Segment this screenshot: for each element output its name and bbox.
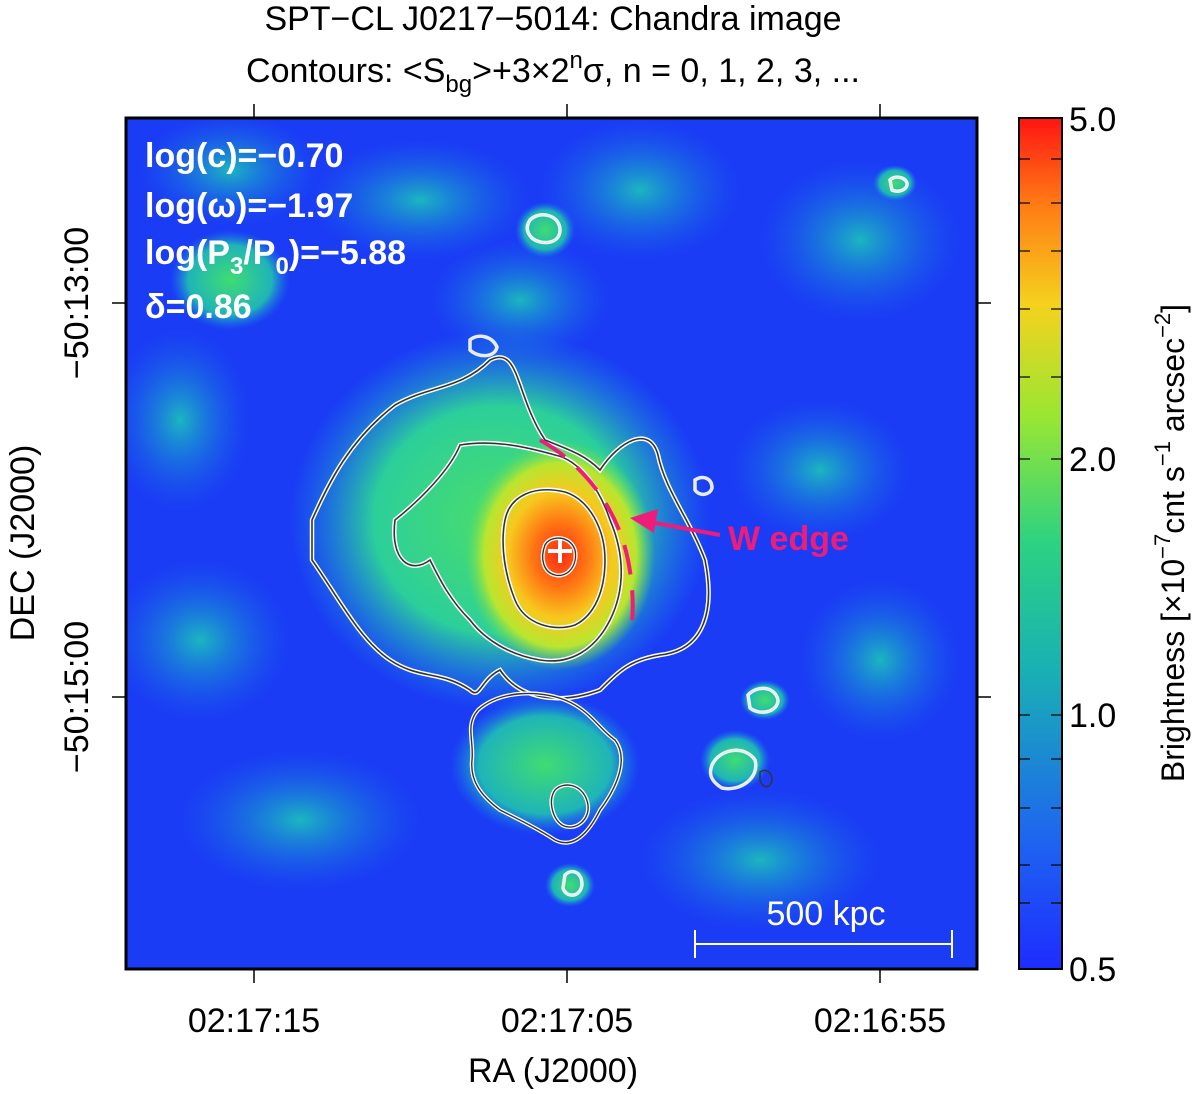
colorbar-tick-label: 1.0 bbox=[1069, 697, 1116, 735]
xray-image: W edge 500 kpc log(c)=−0.70 log(ω)=−1.97… bbox=[126, 118, 977, 969]
stat-log-omega: log(ω)=−1.97 bbox=[145, 187, 353, 225]
title-line-1: SPT−CL J0217−5014: Chandra image bbox=[264, 0, 841, 38]
y-tick-label: −50:15:00 bbox=[58, 621, 96, 773]
stat-power-ratio: log(P3/P0)=−5.88 bbox=[145, 234, 406, 280]
x-tick-label: 02:16:55 bbox=[814, 1002, 946, 1040]
colorbar-tick-label: 2.0 bbox=[1069, 441, 1116, 479]
centroid-cross bbox=[548, 539, 572, 563]
southern-clump bbox=[450, 695, 640, 835]
contours bbox=[309, 175, 909, 897]
title-line-2: Contours: <Sbg>+3×2nσ, n = 0, 1, 2, 3, .… bbox=[246, 47, 860, 98]
colorbar-tick-label: 5.0 bbox=[1069, 101, 1116, 139]
y-axis-label: DEC (J2000) bbox=[4, 445, 42, 642]
w-edge-arc bbox=[539, 438, 635, 626]
plot-frame bbox=[124, 116, 979, 971]
tick-marks bbox=[112, 104, 991, 983]
scalebar-label: 500 kpc bbox=[766, 895, 885, 933]
w-edge-label: W edge bbox=[728, 520, 849, 558]
x-axis-label: RA (J2000) bbox=[468, 1052, 638, 1090]
x-tick-label: 02:17:15 bbox=[188, 1002, 320, 1040]
colorbar: 5.0 2.0 1.0 0.5 Brightness [×10−7cnt s−1… bbox=[1018, 101, 1191, 989]
colorbar-label: Brightness [×10−7cnt s−1 arcsec−2] bbox=[1150, 304, 1191, 782]
stat-log-c: log(c)=−0.70 bbox=[145, 137, 343, 175]
y-tick-label: −50:13:00 bbox=[58, 227, 96, 379]
colorbar-tick-label: 0.5 bbox=[1069, 951, 1116, 989]
w-edge-arrow bbox=[630, 509, 721, 537]
colorbar-frame bbox=[1018, 117, 1063, 970]
background-noise bbox=[126, 118, 960, 930]
scalebar bbox=[694, 930, 953, 958]
stat-delta: δ=0.86 bbox=[145, 288, 252, 326]
x-tick-label: 02:17:05 bbox=[501, 1002, 633, 1040]
colorbar-gradient bbox=[1019, 118, 1062, 969]
colorbar-ticks bbox=[1019, 158, 1062, 904]
